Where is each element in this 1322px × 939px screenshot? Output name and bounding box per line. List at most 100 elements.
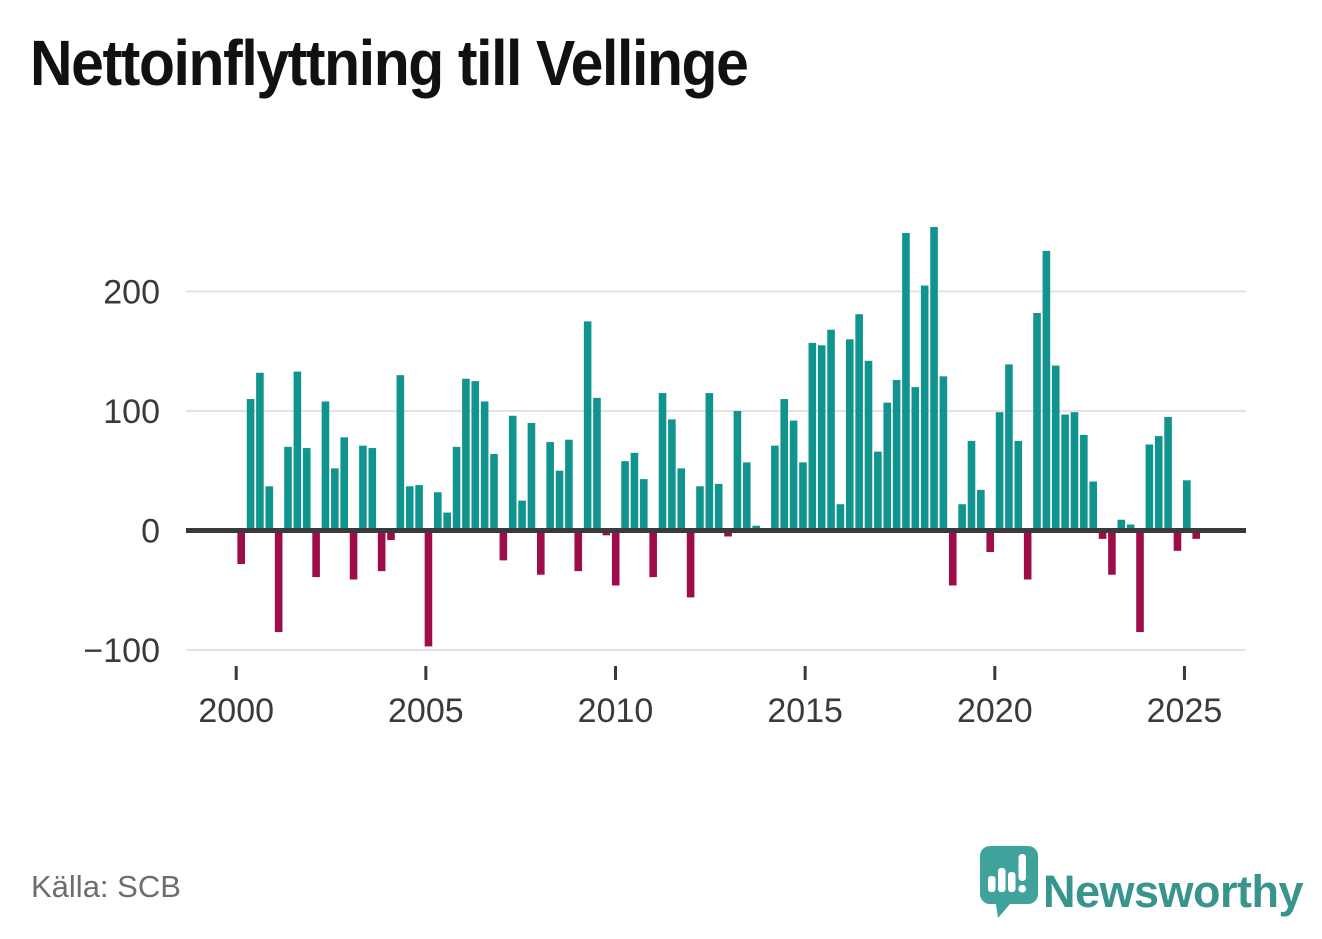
bar-2015Q2 (808, 342, 817, 531)
bar-2017Q3 (892, 379, 901, 531)
bar-2011Q2 (658, 393, 667, 531)
bar-2005Q4 (452, 446, 461, 531)
bar-2024Q2 (1145, 444, 1154, 531)
bar-2014Q2 (771, 445, 779, 531)
y-tick-label-100: 100 (103, 393, 160, 431)
bar-2008Q1 (537, 530, 545, 575)
bar-2007Q3 (518, 500, 526, 531)
bar-2021Q2 (1033, 313, 1041, 531)
bar-2023Q4 (1126, 524, 1135, 531)
bar-2008Q2 (546, 442, 554, 531)
bar-2010Q4 (639, 479, 648, 531)
bar-2015Q1 (799, 462, 807, 531)
bar-2004Q1 (387, 530, 395, 541)
bar-2025Q2 (1183, 480, 1191, 531)
bar-2005Q1 (424, 530, 433, 647)
bar-2009Q1 (574, 530, 583, 572)
bar-2006Q4 (490, 454, 498, 531)
bar-2016Q3 (855, 314, 863, 531)
bar-2018Q4 (939, 376, 948, 531)
bar-2012Q2 (696, 486, 704, 531)
bar-2000Q2 (246, 399, 255, 531)
bar-2007Q4 (527, 422, 536, 531)
bar-2002Q1 (312, 530, 320, 578)
bar-2016Q1 (836, 504, 845, 531)
bar-2001Q1 (274, 530, 283, 633)
bar-2013Q3 (742, 462, 751, 531)
x-tick-2000 (234, 666, 238, 680)
gridline-−100 (186, 649, 1246, 651)
bar-2011Q3 (668, 419, 676, 531)
bar-2020Q2 (995, 412, 1004, 531)
bar-2016Q2 (845, 339, 854, 531)
bar-2008Q4 (565, 439, 573, 531)
x-tick-label-2010: 2010 (578, 692, 654, 730)
x-tick-2020 (993, 666, 997, 680)
bar-2023Q1 (1098, 530, 1107, 539)
bar-2021Q3 (1042, 250, 1051, 531)
bar-2007Q2 (508, 415, 517, 531)
bar-2000Q1 (237, 530, 245, 564)
bar-2018Q1 (911, 387, 920, 531)
x-tick-label-2005: 2005 (388, 692, 464, 730)
bar-2005Q2 (434, 492, 442, 531)
bar-2019Q4 (977, 489, 985, 531)
bar-2014Q4 (789, 420, 798, 531)
x-tick-2005 (424, 666, 428, 680)
x-tick-label-2025: 2025 (1147, 692, 1223, 730)
x-tick-label-2015: 2015 (767, 692, 843, 730)
bar-2018Q3 (930, 226, 938, 531)
bar-2002Q3 (331, 468, 339, 531)
bar-2010Q1 (611, 530, 620, 586)
bar-2002Q4 (340, 437, 348, 531)
x-tick-2010 (614, 666, 617, 680)
chart-title: Nettoinflyttning till Vellinge (30, 27, 749, 99)
bar-2003Q2 (359, 445, 367, 531)
bar-2013Q1 (724, 530, 732, 537)
bar-2011Q1 (649, 530, 657, 578)
exclamation-dot (1018, 885, 1026, 893)
bar-2001Q2 (284, 446, 292, 531)
bar-2021Q1 (1023, 530, 1032, 580)
gridline-100 (186, 410, 1246, 412)
bar-2012Q1 (686, 530, 695, 598)
y-tick-label-−100: −100 (83, 632, 160, 670)
brand-wordmark: Newsworthy (1043, 866, 1304, 917)
bar-2024Q1 (1136, 530, 1144, 633)
bar-2015Q3 (817, 345, 826, 531)
bar-2000Q3 (256, 372, 264, 531)
bar1 (988, 876, 996, 892)
bar-2003Q4 (377, 530, 386, 572)
bar-2012Q4 (714, 483, 723, 531)
bar-2019Q1 (948, 530, 957, 586)
bar-2017Q4 (902, 232, 910, 531)
bar3 (1008, 872, 1016, 892)
bar-2024Q3 (1154, 436, 1163, 531)
bar-2006Q1 (462, 378, 470, 531)
bar-2018Q2 (920, 285, 929, 531)
zero-axis-line (186, 528, 1246, 533)
bar-2007Q1 (499, 530, 508, 561)
bar-2010Q3 (630, 452, 639, 531)
bar-2022Q1 (1061, 414, 1069, 531)
bar-2005Q3 (443, 512, 451, 531)
bar-2008Q3 (555, 470, 564, 531)
bar-2001Q4 (302, 448, 311, 531)
bar-2004Q4 (415, 485, 423, 531)
bar-2017Q1 (874, 451, 882, 531)
bar-2024Q4 (1164, 416, 1172, 531)
bar-2023Q2 (1108, 530, 1116, 575)
bar-2006Q2 (471, 381, 480, 531)
bar-2020Q4 (1014, 440, 1023, 531)
bar-2010Q2 (621, 461, 629, 531)
bar-2019Q3 (967, 440, 976, 531)
bar-2022Q4 (1089, 481, 1098, 531)
bar-2003Q3 (368, 448, 377, 531)
bar-2025Q3 (1192, 530, 1200, 539)
bar-2014Q3 (780, 399, 789, 531)
bar-2001Q3 (293, 371, 302, 531)
bar-2017Q2 (883, 402, 892, 531)
bar-2009Q3 (593, 397, 601, 531)
bar-2003Q1 (349, 530, 358, 580)
bar-2022Q2 (1070, 412, 1079, 531)
